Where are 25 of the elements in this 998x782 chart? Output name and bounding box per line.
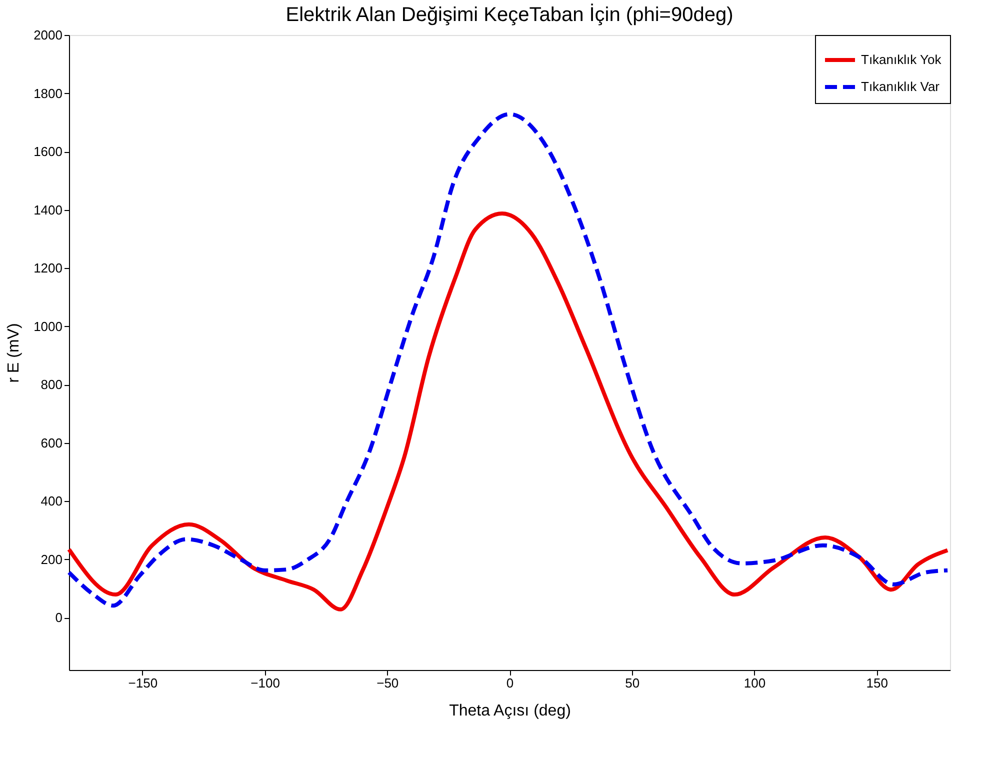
line-series — [67, 112, 950, 608]
y-tick-label: 1000 — [34, 318, 62, 334]
y-tick-label: 0 — [55, 610, 62, 626]
y-tick-label: 200 — [40, 552, 62, 567]
y-tick-label: 600 — [40, 435, 62, 450]
line-series — [67, 212, 950, 612]
x-tick-label: −150 — [128, 676, 158, 690]
x-tick-label: −100 — [250, 676, 280, 690]
legend-label: Tıkanıklık Yok — [861, 52, 942, 67]
y-axis-title: r E (mV) — [6, 323, 23, 383]
x-tick-label: −50 — [376, 676, 399, 690]
chart-title: Elektrik Alan Değişimi KeçeTaban İçin (phi=90deg) — [286, 3, 734, 26]
x-tick-label: 50 — [625, 676, 640, 690]
x-tick-label: 0 — [506, 676, 514, 690]
legend-label: Tıkanıklık Var — [861, 79, 940, 94]
y-tick-label: 2000 — [34, 28, 62, 42]
y-tick-label: 800 — [40, 377, 62, 392]
y-tick-label: 1200 — [34, 260, 62, 276]
y-tick-label: 400 — [40, 494, 62, 509]
x-axis-title: Theta Açısı (deg) — [449, 702, 571, 720]
y-tick-label: 1800 — [34, 86, 62, 101]
y-tick-label: 1400 — [34, 202, 62, 218]
x-tick-label: 150 — [866, 676, 888, 690]
x-tick-label: 100 — [744, 676, 766, 690]
y-tick-label: 1600 — [34, 144, 62, 160]
